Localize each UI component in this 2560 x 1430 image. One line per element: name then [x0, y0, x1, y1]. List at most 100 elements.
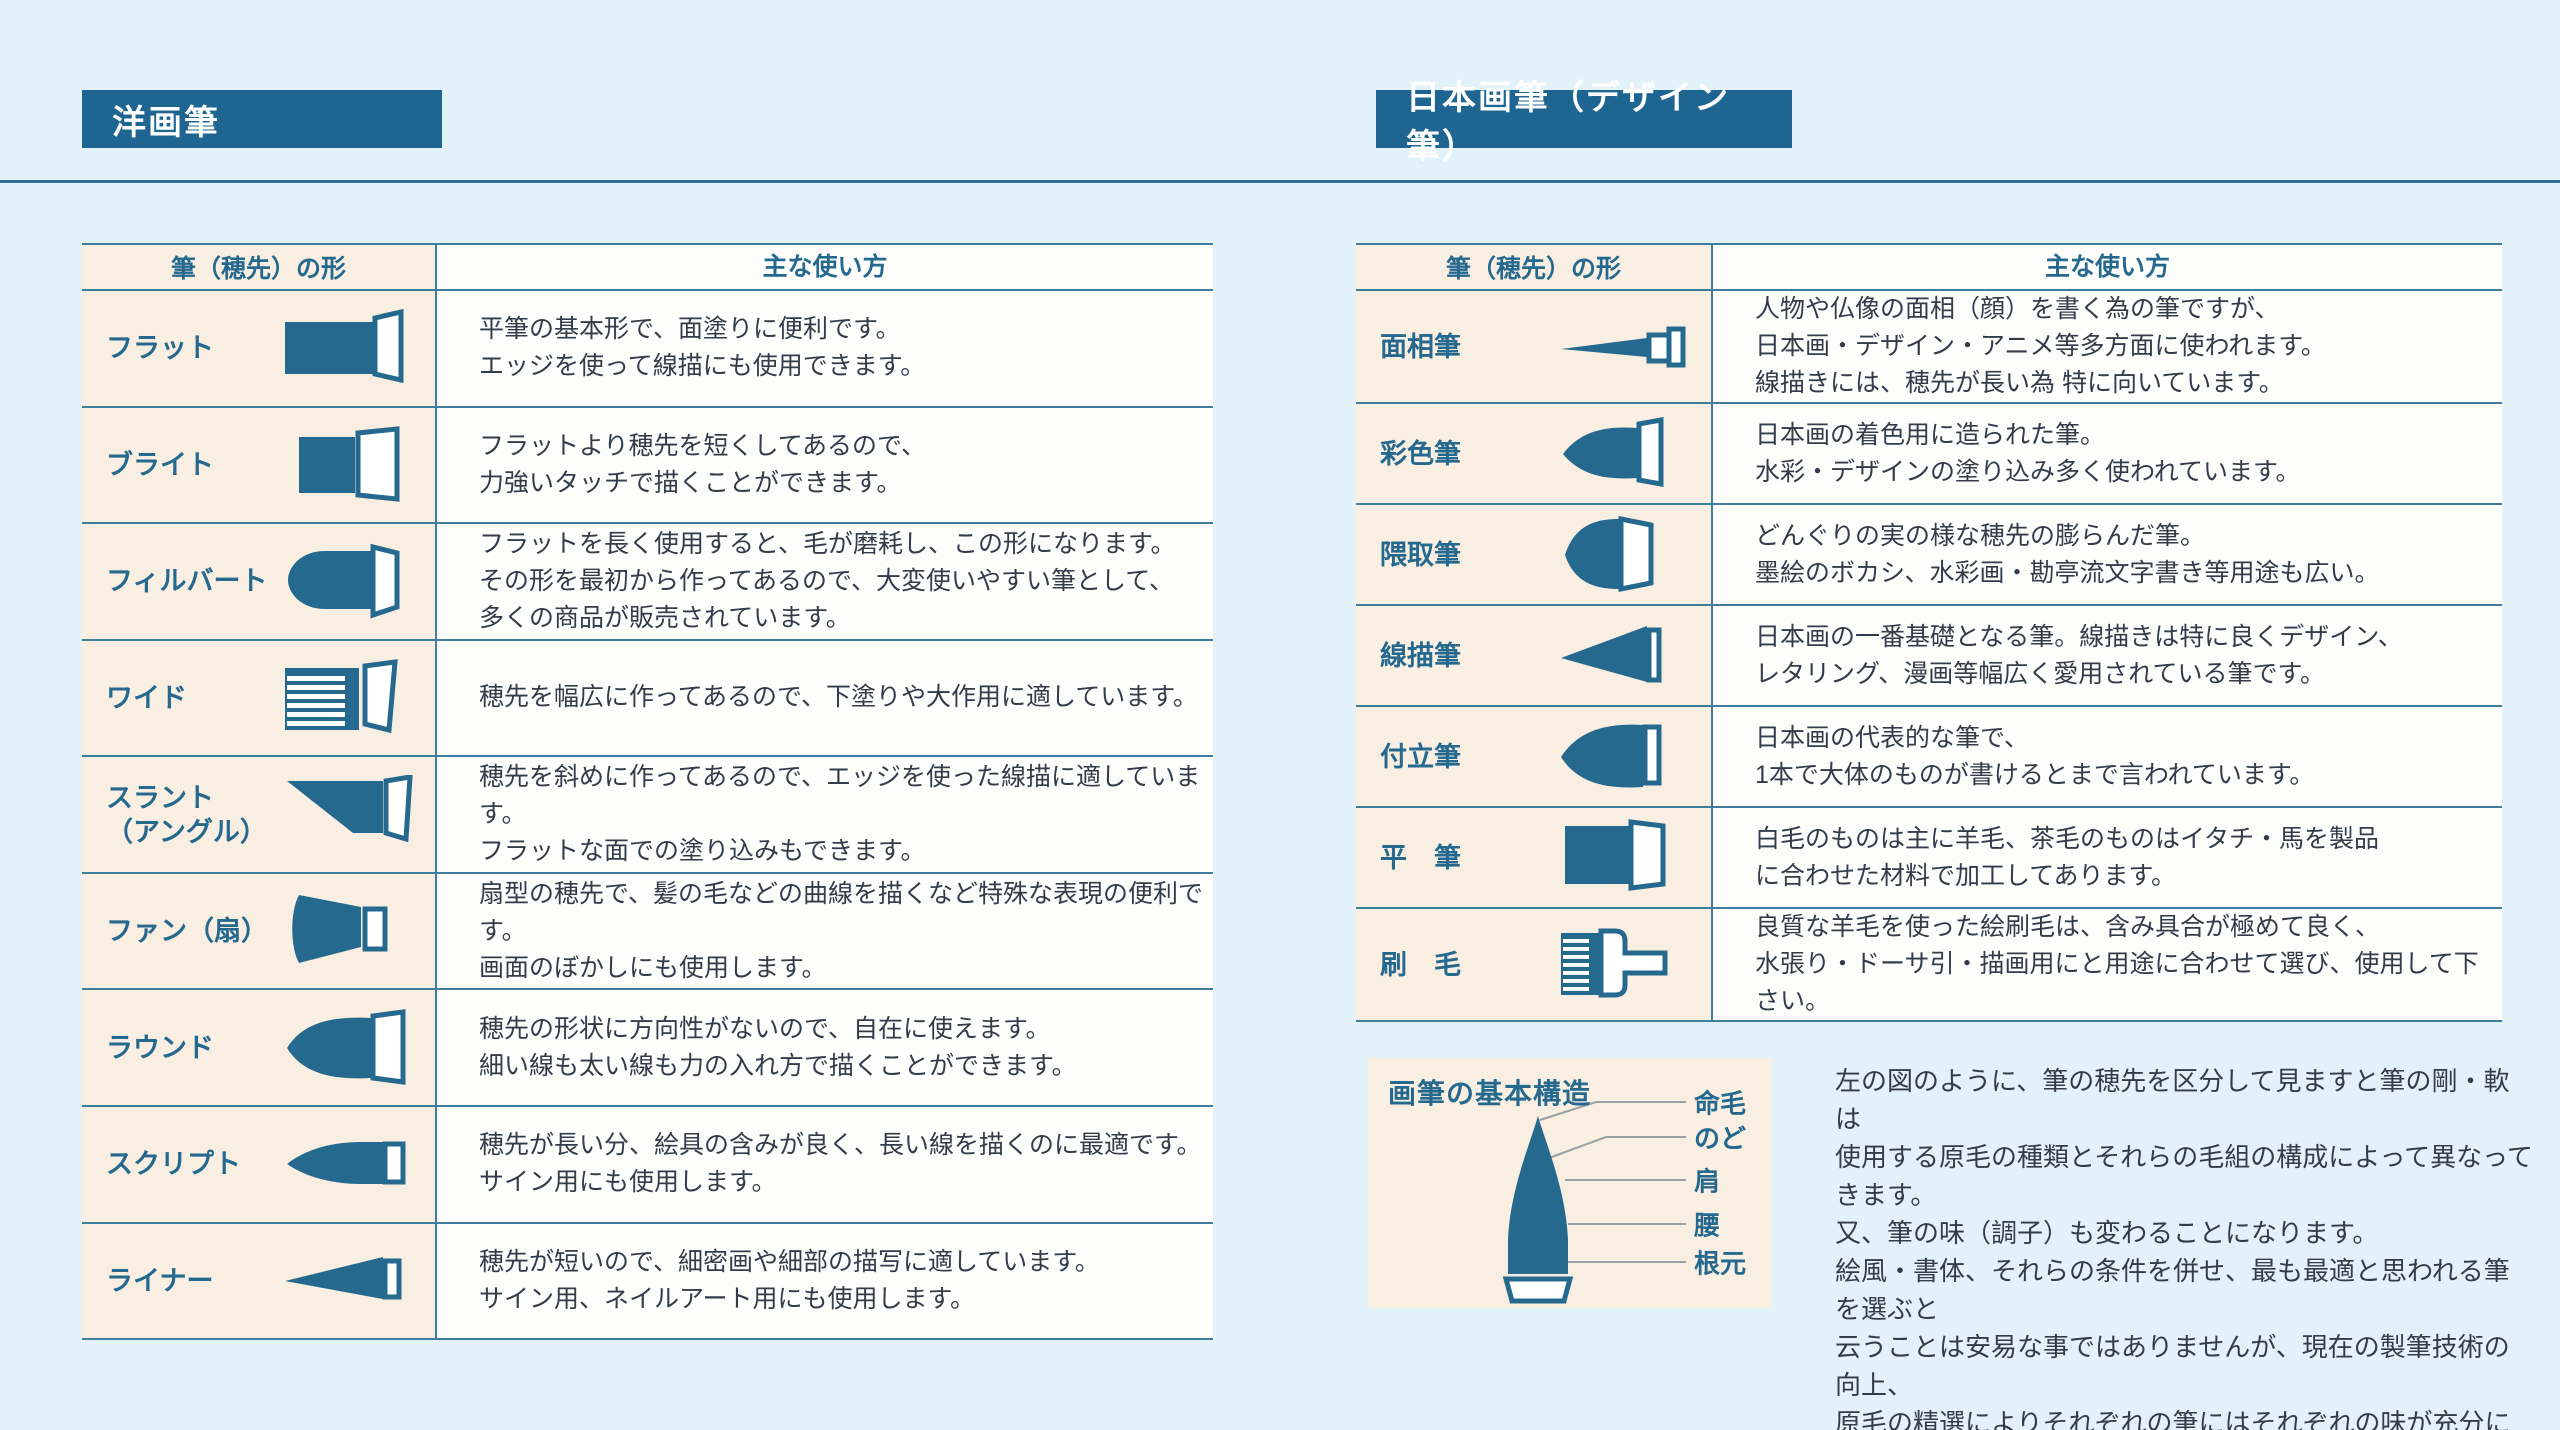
table-row: ラウンド 穂先の形状に方向性がないので、自在に使えます。 細い線も太い線も力の入れ方… — [82, 988, 1213, 1105]
column-header-shape: 筆（穂先）の形 — [82, 245, 437, 289]
brush-usage-description: 日本画の代表的な筆で、 1本で大体のものが書けるとまで言われています。 — [1713, 707, 2502, 806]
brush-usage-description: 穂先が長い分、絵具の含みが良く、長い線を描くのに最適です。 サイン用にも使用します… — [437, 1106, 1213, 1222]
brush-name-label: ブライト — [106, 449, 214, 480]
brush-shape-cell: フィルバート — [82, 524, 437, 639]
brush-shape-cell: フラット — [82, 291, 437, 406]
flat-brush-icon — [283, 308, 413, 388]
tsuketate-brush-icon — [1559, 717, 1689, 797]
brush-name-label: フィルバート — [106, 566, 268, 597]
brush-name-label: 線描筆 — [1380, 640, 1461, 671]
bright-brush-icon — [283, 425, 413, 505]
wide-brush-icon — [283, 658, 413, 738]
brush-shape-cell: ファン（扇） — [82, 873, 437, 989]
brush-usage-description: 扇型の穂先で、髪の毛などの曲線を描くなど特殊な表現の便利です。 画面のぼかしにも使… — [437, 873, 1213, 989]
table-row: 刷 毛 良質な羊毛を使った絵刷毛は、含み具合が極めて良く、 水張り・ドーサ引・描画用… — [1356, 907, 2502, 1020]
hira-brush-icon — [1559, 818, 1689, 898]
table-row: スクリプト 穂先が長い分、絵具の含みが良く、長い線を描くのに最適です。 サイン用にも… — [82, 1104, 1213, 1222]
table-row: ファン（扇） 扇型の穂先で、髪の毛などの曲線を描くなど特殊な表現の便利です。 画面の… — [82, 871, 1213, 989]
liner-brush-icon — [283, 1241, 413, 1321]
table-row: ワイド 穂先を幅広に作ってあるので、下塗りや大作用に適しています。 — [82, 638, 1213, 756]
brush-name-label: ファン（扇） — [106, 916, 268, 947]
brush-usage-description: 平筆の基本形で、面塗りに便利です。 エッジを使って線描にも使用できます。 — [437, 291, 1213, 406]
filbert-brush-icon — [283, 541, 413, 621]
brush-usage-description: どんぐりの実の様な穂先の膨らんだ筆。 墨絵のボカシ、水彩画・勘亭流文字書き等用途も… — [1713, 505, 2502, 604]
anatomy-title: 画筆の基本構造 — [1388, 1078, 1592, 1109]
brush-name-label: ラウンド — [106, 1032, 214, 1063]
anatomy-label-kata: 肩 — [1694, 1166, 1721, 1197]
brush-usage-description: 日本画の一番基礎となる筆。線描きは特に良くデザイン、 レタリング、漫画等幅広く愛用… — [1713, 606, 2502, 705]
japanese-brush-table: 筆（穂先）の形 主な使い方 面相筆 人物や仏像の面相（顔）を書く為の筆ですが、 日本… — [1356, 243, 2502, 1022]
table-row: 平 筆 白毛のものは主に羊毛、茶毛のものはイタチ・馬を製品 に合わせた材料で加工して… — [1356, 806, 2502, 907]
script-brush-icon — [283, 1124, 413, 1204]
fan-brush-icon — [283, 891, 413, 971]
table-row: 線描筆 日本画の一番基礎となる筆。線描きは特に良くデザイン、 レタリング、漫画等幅広… — [1356, 604, 2502, 705]
western-brush-table: 筆（穂先）の形 主な使い方 フラット 平筆の基本形で、面塗りに便利です。 エッジを使… — [82, 243, 1213, 1340]
brush-usage-description: 人物や仏像の面相（顔）を書く為の筆ですが、 日本画・デザイン・アニメ等多方面に使わ… — [1713, 291, 2502, 402]
brush-usage-description: 穂先を幅広に作ってあるので、下塗りや大作用に適しています。 — [437, 640, 1213, 756]
brush-usage-description: 白毛のものは主に羊毛、茶毛のものはイタチ・馬を製品 に合わせた材料で加工してありま… — [1713, 808, 2502, 907]
table-row: フィルバート フラットを長く使用すると、毛が磨耗し、この形になります。 その形を最初… — [82, 522, 1213, 639]
brush-shape-cell: ラウンド — [82, 990, 437, 1105]
anatomy-label-nodo: のど — [1694, 1123, 1747, 1154]
brush-name-label: 彩色筆 — [1380, 438, 1461, 469]
column-header-usage: 主な使い方 — [1713, 245, 2502, 289]
brush-usage-description: フラットより穂先を短くしてあるので、 力強いタッチで描くことができます。 — [437, 407, 1213, 523]
table-row: 面相筆 人物や仏像の面相（顔）を書く為の筆ですが、 日本画・デザイン・アニメ等多方面… — [1356, 289, 2502, 402]
brush-shape-cell: 面相筆 — [1356, 291, 1713, 402]
table-row: フラット 平筆の基本形で、面塗りに便利です。 エッジを使って線描にも使用できます。 — [82, 289, 1213, 406]
brush-shape-cell: ワイド — [82, 640, 437, 756]
senbyo-brush-icon — [1559, 616, 1689, 696]
brush-tip-silhouette — [1508, 1116, 1568, 1274]
table-header-row: 筆（穂先）の形 主な使い方 — [1356, 245, 2502, 289]
hake-brush-icon — [1559, 925, 1689, 1005]
brush-usage-description: 穂先を斜めに作ってあるので、エッジを使った線描に適しています。 フラットな面での塗… — [437, 757, 1213, 872]
brush-shape-cell: 平 筆 — [1356, 808, 1713, 907]
brush-shape-cell: スラント （アングル） — [82, 757, 437, 872]
brush-name-label: スクリプト — [106, 1149, 241, 1180]
table-row: スラント （アングル） 穂先を斜めに作ってあるので、エッジを使った線描に適しています… — [82, 755, 1213, 872]
column-header-shape: 筆（穂先）の形 — [1356, 245, 1713, 289]
table-body: 面相筆 人物や仏像の面相（顔）を書く為の筆ですが、 日本画・デザイン・アニメ等多方面… — [1356, 289, 2502, 1020]
column-header-usage: 主な使い方 — [437, 245, 1213, 289]
section-title-japanese-brushes: 日本画筆（デザイン筆） — [1376, 79, 1792, 166]
table-row: 隈取筆 どんぐりの実の様な穂先の膨らんだ筆。 墨絵のボカシ、水彩画・勘亭流文字書き等… — [1356, 503, 2502, 604]
brush-usage-description: フラットを長く使用すると、毛が磨耗し、この形になります。 その形を最初から作ってあ… — [437, 524, 1213, 639]
brush-name-label: フラット — [106, 333, 214, 364]
anatomy-description-paragraph: 左の図のように、筆の穂先を区分して見ますと筆の剛・軟は 使用する原毛の種類とそれら… — [1835, 1066, 2533, 1430]
brush-anatomy-panel: 画筆の基本構造 命毛 のど 肩 腰 根元 — [1368, 1058, 1772, 1308]
brush-name-label: 刷 毛 — [1380, 949, 1461, 980]
table-header-row: 筆（穂先）の形 主な使い方 — [82, 245, 1213, 289]
brush-anatomy-diagram — [1502, 1101, 1686, 1304]
brush-ferrule — [1502, 1276, 1574, 1304]
anatomy-label-koshi: 腰 — [1694, 1210, 1721, 1241]
anatomy-label-inochige: 命毛 — [1694, 1088, 1747, 1119]
table-row: 彩色筆 日本画の着色用に造られた筆。 水彩・デザインの塗り込み多く使われています。 — [1356, 402, 2502, 503]
kumadori-brush-icon — [1559, 515, 1689, 595]
brush-name-label: 付立筆 — [1380, 741, 1461, 772]
round-brush-icon — [283, 1008, 413, 1088]
brush-shape-cell: 彩色筆 — [1356, 404, 1713, 503]
brush-name-label: 隈取筆 — [1380, 539, 1461, 570]
brush-name-label: ライナー — [106, 1265, 214, 1296]
header-divider-rule — [0, 180, 2560, 183]
brush-shape-cell: 付立筆 — [1356, 707, 1713, 806]
table-row: ライナー 穂先が短いので、細密画や細部の描写に適しています。 サイン用、ネイルアート… — [82, 1221, 1213, 1339]
brush-usage-description: 穂先が短いので、細密画や細部の描写に適しています。 サイン用、ネイルアート用にも使… — [437, 1223, 1213, 1339]
brush-name-label: ワイド — [106, 682, 187, 713]
slant-brush-icon — [283, 774, 413, 855]
brush-shape-cell: ライナー — [82, 1223, 437, 1339]
brush-name-label: スラント （アングル） — [106, 782, 267, 847]
table-row: ブライト フラットより穂先を短くしてあるので、 力強いタッチで描くことができます。 — [82, 405, 1213, 523]
table-body: フラット 平筆の基本形で、面塗りに便利です。 エッジを使って線描にも使用できます。ブ… — [82, 289, 1213, 1339]
brush-shape-cell: 線描筆 — [1356, 606, 1713, 705]
saishiki-brush-icon — [1559, 414, 1689, 494]
brush-usage-description: 穂先の形状に方向性がないので、自在に使えます。 細い線も太い線も力の入れ方で描くこ… — [437, 990, 1213, 1105]
menso-brush-icon — [1559, 307, 1689, 387]
table-row: 付立筆 日本画の代表的な筆で、 1本で大体のものが書けるとまで言われています。 — [1356, 705, 2502, 806]
brush-shape-cell: ブライト — [82, 407, 437, 523]
brush-name-label: 面相筆 — [1380, 331, 1461, 362]
section-title-western-brushes: 洋画筆 — [82, 90, 442, 148]
anatomy-label-nemoto: 根元 — [1694, 1248, 1747, 1279]
brush-shape-cell: 刷 毛 — [1356, 909, 1713, 1020]
